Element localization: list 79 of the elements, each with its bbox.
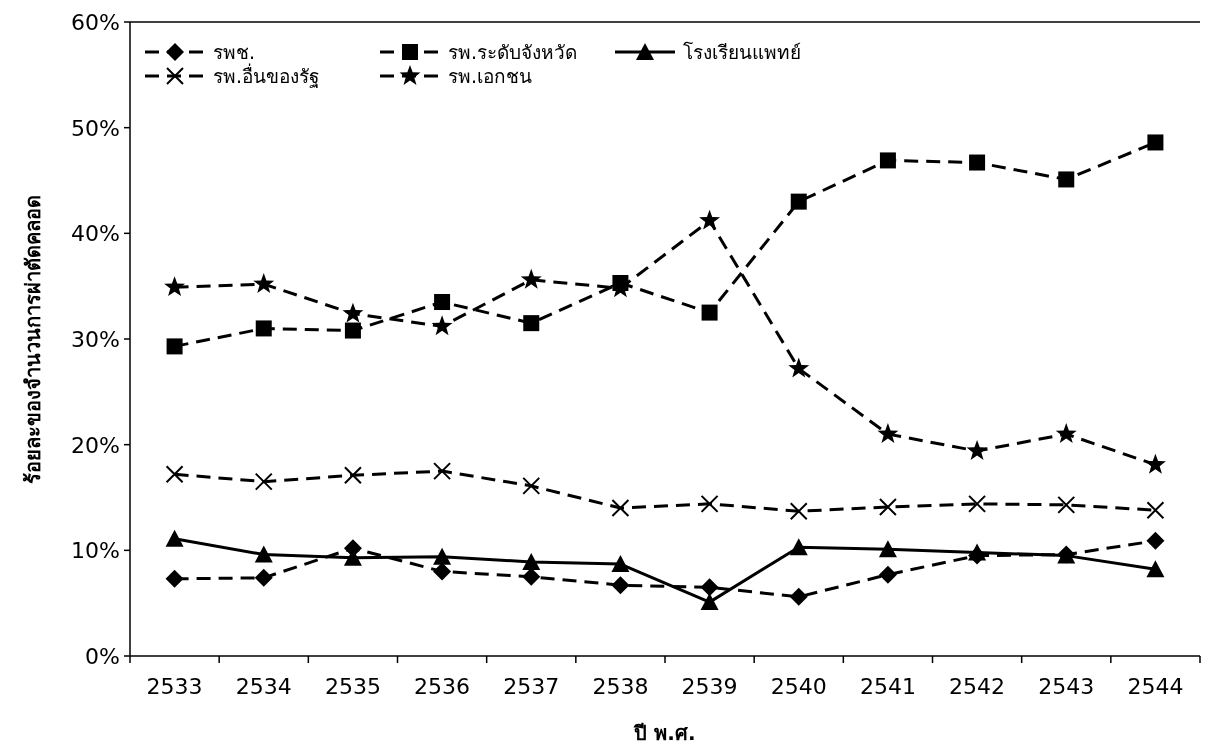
point: [254, 472, 273, 491]
point: [611, 499, 630, 518]
point: [1057, 495, 1076, 514]
point: [166, 338, 183, 355]
point: [788, 357, 810, 378]
point: [433, 547, 452, 565]
y-tick-label: 10%: [71, 538, 120, 564]
point: [790, 193, 807, 210]
point: [700, 593, 719, 611]
point: [165, 569, 184, 588]
legend-label: โรงเรียนแพทย์: [683, 41, 801, 63]
legend-label: รพ.ระดับจังหวัด: [448, 41, 578, 63]
point: [522, 552, 541, 570]
point: [1147, 134, 1164, 151]
point: [1144, 453, 1166, 474]
y-tick-label: 50%: [71, 115, 120, 141]
point: [433, 462, 452, 481]
x-tick-label: 2534: [235, 674, 292, 699]
point: [701, 304, 718, 321]
point: [700, 578, 719, 597]
point: [1146, 531, 1165, 550]
point: [700, 494, 719, 513]
point: [255, 320, 272, 337]
point: [433, 562, 452, 581]
x-tick-label: 2543: [1038, 674, 1095, 699]
point: [789, 587, 808, 606]
point: [431, 315, 453, 336]
y-tick-label: 40%: [71, 221, 120, 247]
point: [522, 476, 541, 495]
point: [254, 568, 273, 587]
y-axis-title: ร้อยละของจำนวนการผ่าตัดคลอด: [21, 194, 45, 484]
legend-label: รพช.: [213, 41, 256, 63]
x-tick-label: 2539: [681, 674, 738, 699]
y-tick-label: 0%: [85, 644, 120, 669]
point: [878, 498, 897, 517]
point: [877, 423, 899, 443]
point: [968, 494, 987, 513]
point: [789, 502, 808, 521]
point: [878, 565, 897, 584]
legend-label: รพ.เอกชน: [448, 65, 533, 87]
y-tick-label: 30%: [71, 327, 120, 352]
point: [253, 273, 275, 293]
point: [165, 529, 184, 547]
point: [520, 268, 542, 289]
point: [434, 294, 451, 311]
x-axis-title: ปี พ.ศ.: [633, 721, 696, 745]
point: [342, 302, 364, 323]
point: [1146, 501, 1165, 520]
y-tick-label: 20%: [71, 432, 120, 458]
point: [966, 440, 988, 460]
point: [1058, 171, 1075, 188]
point: [699, 209, 721, 230]
point: [1055, 423, 1077, 443]
legend-label: รพ.อื่นของรัฐ: [213, 63, 320, 88]
point: [968, 546, 987, 565]
point: [165, 465, 184, 484]
point: [164, 276, 186, 297]
x-tick-label: 2541: [859, 674, 916, 699]
x-tick-label: 2537: [503, 674, 560, 699]
point: [789, 538, 808, 556]
y-tick-label: 60%: [71, 10, 120, 35]
point: [344, 322, 361, 339]
x-tick-label: 2533: [146, 674, 203, 699]
x-tick-label: 2540: [770, 674, 827, 699]
point: [969, 154, 986, 171]
x-tick-label: 2544: [1127, 674, 1184, 699]
point: [878, 540, 897, 558]
x-tick-label: 2536: [414, 674, 471, 699]
point: [879, 152, 896, 169]
point: [611, 555, 630, 573]
x-tick-label: 2542: [949, 674, 1006, 699]
point: [1146, 560, 1165, 578]
x-tick-label: 2535: [324, 674, 381, 699]
point: [254, 545, 273, 563]
point: [343, 466, 362, 485]
point: [612, 275, 629, 291]
point: [523, 315, 540, 332]
x-tick-label: 2538: [592, 674, 649, 699]
point: [611, 576, 630, 595]
